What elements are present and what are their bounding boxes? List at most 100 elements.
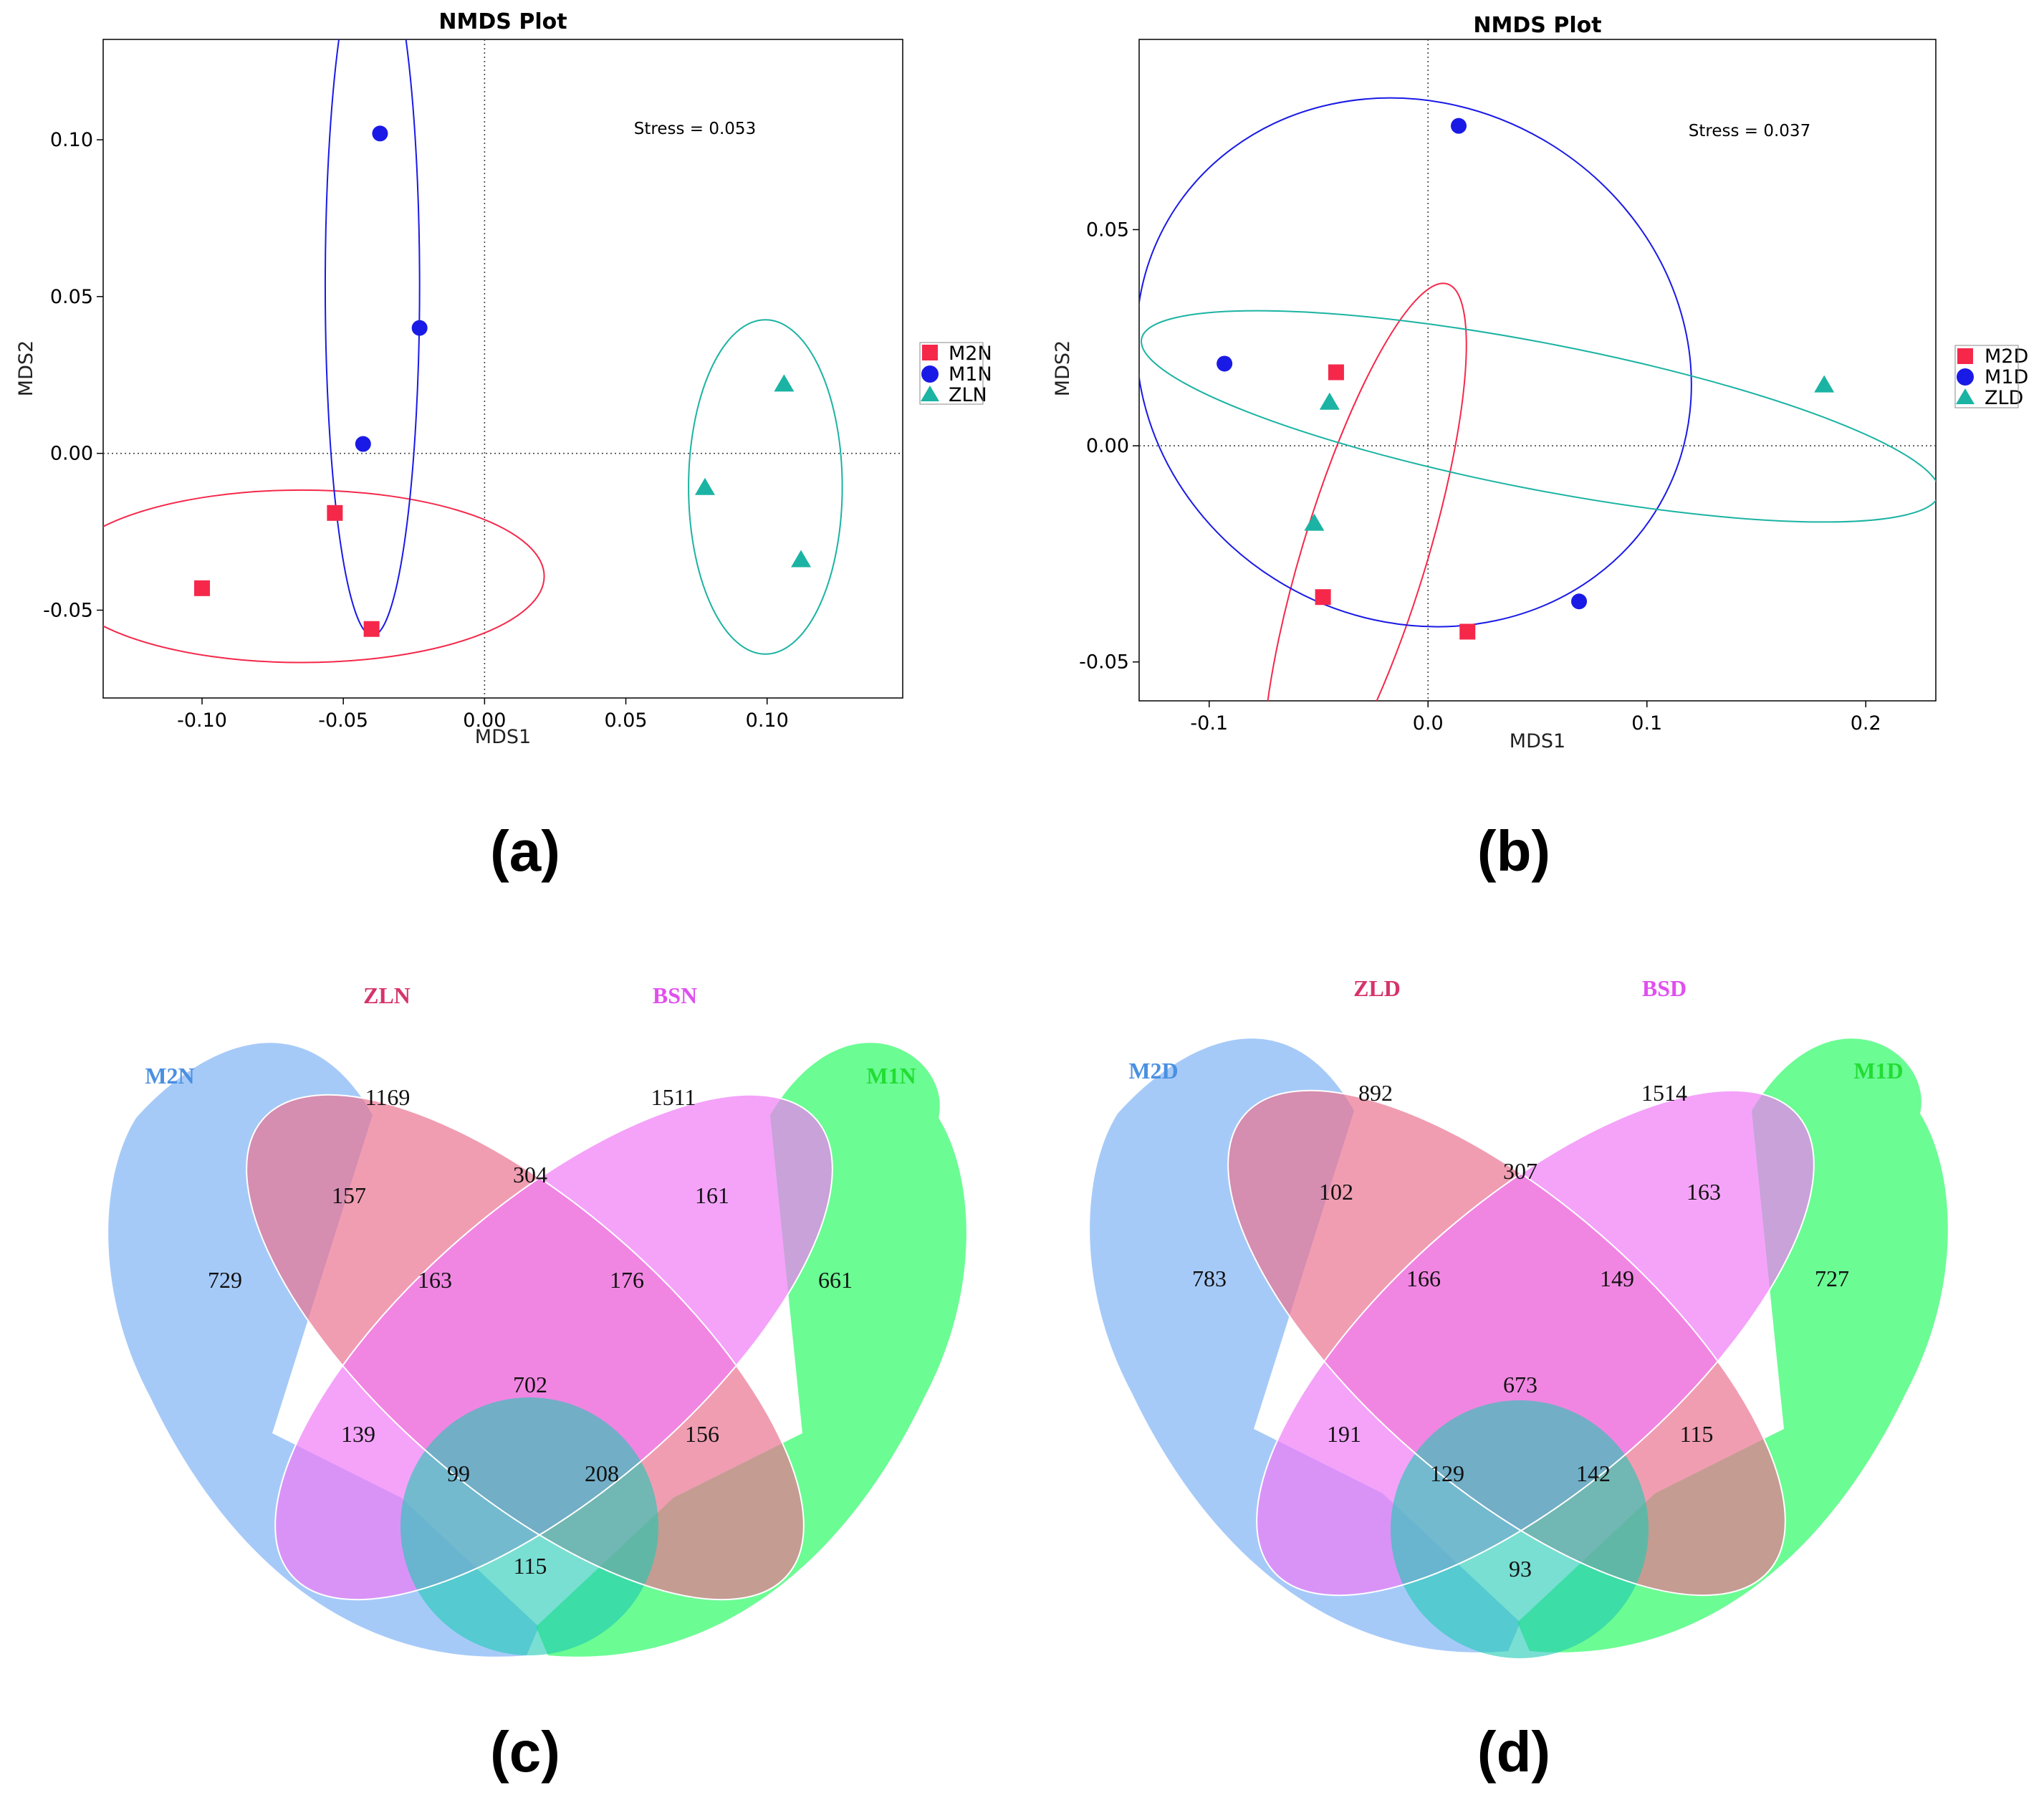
- venn-shapes: [108, 1043, 966, 1657]
- venn-diagram-c: M2N ZLN BSN M1N 729 1169 1511 661 157 30…: [108, 982, 966, 1657]
- y-tick-label: 0.05: [1086, 219, 1129, 241]
- venn-count: 163: [1686, 1179, 1721, 1205]
- y-tick-label: 0.05: [50, 286, 93, 308]
- stress-annotation: Stress = 0.053: [634, 120, 756, 138]
- point-zln: [774, 374, 795, 392]
- venn-count: 783: [1192, 1266, 1227, 1291]
- venn-count: 149: [1600, 1266, 1634, 1291]
- venn-count: 166: [1406, 1266, 1441, 1291]
- legend-marker-teal: [921, 386, 939, 401]
- legend-label: M1N: [949, 363, 992, 386]
- venn-count: 142: [1576, 1460, 1611, 1486]
- point-m1n: [411, 320, 428, 336]
- point-m2d: [1328, 364, 1344, 381]
- venn-set-m1d: [1517, 1038, 1948, 1653]
- point-m2n: [363, 621, 380, 637]
- point-m1n: [372, 125, 388, 142]
- venn-shapes: [1090, 1038, 1948, 1658]
- x-axis-label: MDS1: [475, 726, 531, 748]
- ellipse-zld: [1141, 310, 1936, 523]
- ellipse-m2n: [103, 489, 545, 664]
- venn-count: 102: [1319, 1179, 1353, 1205]
- ellipses: [1139, 97, 1936, 701]
- point-zln: [694, 477, 715, 495]
- x-tick-label: 0.1: [1631, 712, 1662, 735]
- ellipses: [103, 39, 843, 664]
- nmds-chart-b: NMDS Plot -0.1 0.0 0.1 0.2 -0.05 0.00 0.05 Str…: [1052, 13, 2028, 752]
- legend-label: M2N: [949, 343, 992, 365]
- legend-frame: [919, 342, 984, 405]
- x-tick-label: 0.10: [746, 709, 789, 732]
- point-m2d: [1315, 589, 1331, 606]
- venn-set-label: ZLN: [363, 982, 411, 1008]
- y-axis-label: MDS2: [1052, 340, 1074, 396]
- panel-label-a: (a): [490, 819, 560, 883]
- venn-count: 729: [208, 1267, 242, 1293]
- venn-count: 163: [418, 1267, 452, 1293]
- venn-count: 1169: [365, 1084, 411, 1110]
- y-axis-label: MDS2: [15, 340, 37, 396]
- x-axis-label: MDS1: [1510, 730, 1565, 752]
- ellipse-m1d: [1139, 97, 1692, 628]
- zero-lines: [1139, 39, 1936, 701]
- plot-frame: [102, 39, 903, 699]
- nmds-chart-a: NMDS Plot -0.10 -0.05 0.00 0.05 0.10 -0.05 0.0…: [15, 9, 992, 748]
- y-tick-label: 0.00: [1086, 435, 1129, 457]
- point-m2n: [327, 504, 343, 521]
- data-points: [194, 125, 812, 637]
- stress-annotation: Stress = 0.037: [1689, 122, 1810, 140]
- venn-count: 1514: [1641, 1080, 1687, 1106]
- axis-ticks: -0.10 -0.05 0.00 0.05 0.10 -0.05 0.00 0.05 0.10: [43, 129, 789, 732]
- x-tick-label: 0.2: [1851, 712, 1881, 735]
- chart-title: NMDS Plot: [1473, 13, 1601, 38]
- panel-label-c: (c): [490, 1720, 560, 1784]
- venn-set-m2n: [108, 1043, 539, 1657]
- plot-frame: [1138, 39, 1937, 702]
- legend-label: ZLD: [1985, 387, 2023, 409]
- venn-outlines: [246, 1094, 833, 1601]
- venn-set-label: M2N: [145, 1063, 194, 1089]
- venn-set-label: M1N: [866, 1063, 916, 1089]
- venn-count: 304: [513, 1162, 547, 1187]
- venn-count: 129: [1430, 1460, 1464, 1486]
- legend-marker-blue: [1957, 368, 1974, 386]
- venn-count: 176: [610, 1267, 644, 1293]
- y-tick-label: 0.10: [50, 129, 93, 151]
- venn-count: 115: [1680, 1421, 1714, 1447]
- venn-outlines: [1227, 1089, 1815, 1597]
- venn-count: 673: [1503, 1372, 1537, 1397]
- venn-count: 661: [818, 1267, 853, 1293]
- point-m2n: [194, 580, 211, 596]
- venn-set-bsd: [1257, 1090, 1814, 1596]
- point-zld: [1304, 513, 1325, 531]
- point-zln: [791, 550, 812, 568]
- x-tick-label: -0.10: [177, 709, 227, 732]
- venn-count: 1511: [651, 1084, 696, 1110]
- venn-count: 139: [341, 1421, 375, 1447]
- venn-region-values: 729 1169 1511 661 157 304 161 163 176 70…: [208, 1084, 853, 1579]
- point-zld: [1814, 375, 1835, 393]
- point-m1n: [355, 436, 371, 452]
- venn-count: 156: [685, 1421, 719, 1447]
- venn-count: 115: [514, 1553, 547, 1579]
- venn-count: 191: [1327, 1421, 1361, 1447]
- legend-label: M2D: [1985, 345, 2028, 368]
- legend: M2N M1N ZLN: [919, 342, 992, 406]
- panel-label-b: (b): [1477, 819, 1550, 883]
- point-zld: [1319, 392, 1340, 410]
- venn-count: 892: [1358, 1080, 1393, 1106]
- venn-teal-lobe: [400, 1397, 658, 1655]
- data-points: [1217, 118, 1835, 640]
- chart-title: NMDS Plot: [438, 9, 567, 34]
- venn-set-m2d: [1090, 1038, 1520, 1653]
- axis-ticks: -0.1 0.0 0.1 0.2 -0.05 0.00 0.05: [1079, 219, 1881, 735]
- venn-region-values: 783 892 1514 727 102 307 163 166 149 673…: [1192, 1080, 1849, 1582]
- venn-count: 307: [1503, 1158, 1537, 1184]
- venn-count: 727: [1815, 1266, 1849, 1291]
- ellipse-zln: [688, 319, 843, 655]
- point-m1d: [1571, 593, 1588, 610]
- venn-set-label: M1D: [1853, 1058, 1903, 1084]
- zero-lines: [103, 39, 903, 698]
- venn-diagram-d: M2D ZLD BSD M1D 783 892 1514 727 102 307…: [1090, 975, 1948, 1658]
